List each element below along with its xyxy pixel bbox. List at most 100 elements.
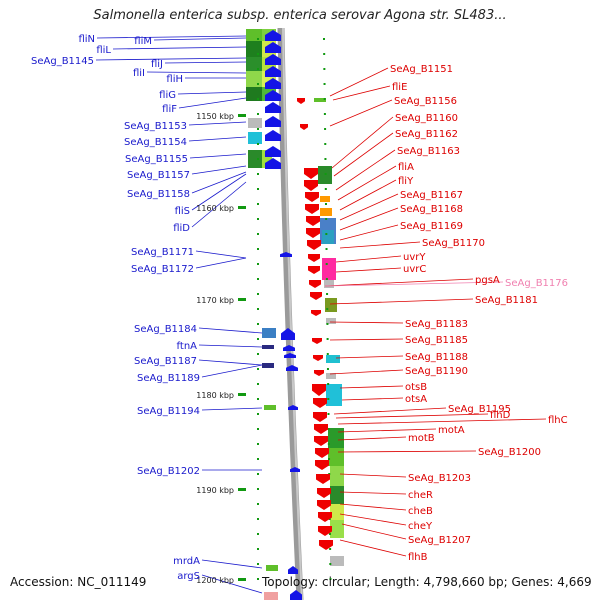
- track-dot: [326, 293, 329, 295]
- scale-tick: [238, 578, 246, 581]
- gene-arrow-plus: [265, 90, 281, 101]
- gene-label-minus: flhD: [490, 410, 511, 421]
- track-dot: [257, 38, 259, 40]
- track-dot: [257, 278, 259, 280]
- track-dot: [257, 488, 259, 490]
- leader-line: [335, 355, 404, 359]
- genome-summary: Topology: circular; Length: 4,798,660 bp…: [262, 575, 592, 589]
- leader-line: [329, 321, 404, 324]
- gene-label-minus: SeAg_B1203: [408, 473, 471, 484]
- gene-block: [322, 230, 334, 244]
- track-dot: [323, 68, 326, 70]
- gene-label-minus: flhC: [548, 415, 568, 426]
- leader-line: [112, 46, 247, 50]
- gene-label-plus: fliH: [166, 74, 183, 85]
- gene-arrow-plus: [265, 54, 281, 65]
- gene-label-plus: SeAg_B1158: [127, 189, 190, 200]
- track-dot: [257, 53, 259, 55]
- gene-block: [246, 29, 262, 41]
- leader-line: [339, 207, 399, 231]
- gene-label-plus: SeAg_B1194: [137, 406, 200, 417]
- track-dot: [257, 188, 259, 190]
- leader-line: [335, 149, 396, 191]
- gene-label-plus: fliI: [133, 68, 145, 79]
- gene-block: [248, 150, 262, 168]
- scale-label: 1150 kbp: [196, 112, 234, 121]
- leader-line: [195, 257, 247, 269]
- leader-line: [191, 165, 247, 175]
- leader-line: [201, 364, 263, 378]
- gene-block: [326, 384, 342, 406]
- gene-label-minus: SeAg_B1188: [405, 352, 468, 363]
- gene-label-plus: mrdA: [173, 556, 200, 567]
- gene-label-minus: fliA: [398, 162, 414, 173]
- gene-block: [248, 118, 262, 128]
- scale-label: 1180 kbp: [196, 391, 234, 400]
- gene-arrow-plus: [265, 30, 281, 41]
- gene-block: [264, 405, 276, 410]
- gene-arrow-minus: [305, 204, 319, 214]
- gene-block: [326, 318, 336, 324]
- gene-label-minus: SeAg_B1156: [394, 96, 457, 107]
- track-dot: [257, 398, 259, 400]
- scale-label: 1200 kbp: [196, 576, 234, 585]
- track-dot: [325, 263, 328, 265]
- gene-block: [264, 592, 278, 600]
- gene-label-minus: fliY: [398, 176, 414, 187]
- track-dot: [257, 143, 259, 145]
- gene-label-plus: fliM: [134, 36, 152, 47]
- track-dot: [327, 398, 330, 400]
- track-dot: [326, 353, 329, 355]
- scale-label: 1160 kbp: [196, 204, 234, 213]
- leader-line: [341, 523, 407, 540]
- gene-label-plus: argS: [177, 571, 200, 582]
- track-dot: [323, 38, 325, 40]
- track-dot: [257, 113, 259, 115]
- gene-arrow-plus: [284, 353, 296, 358]
- gene-arrow-minus: [319, 540, 333, 550]
- gene-arrow-minus: [304, 168, 318, 179]
- gene-label-plus: fliL: [96, 45, 111, 56]
- leader-line: [201, 574, 263, 594]
- leader-line: [198, 359, 263, 366]
- gene-label-plus: SeAg_B1171: [131, 247, 194, 258]
- scale-tick: [238, 298, 246, 301]
- track-dot: [327, 413, 330, 415]
- gene-label-plus: fliS: [175, 206, 190, 217]
- leader-line: [339, 503, 407, 511]
- gene-label-minus: motA: [438, 425, 465, 436]
- gene-label-minus: SeAg_B1207: [408, 535, 471, 546]
- leader-line: [189, 153, 247, 159]
- gene-label-minus: motB: [408, 433, 435, 444]
- leader-line: [201, 407, 263, 411]
- track-dot: [323, 83, 326, 85]
- leader-line: [332, 85, 391, 101]
- gene-label-minus: SeAg_B1183: [405, 319, 468, 330]
- leader-line: [341, 397, 404, 401]
- gene-block: [326, 373, 336, 379]
- gene-block: [324, 280, 334, 288]
- gene-arrow-minus: [309, 280, 321, 288]
- gene-label-plus: fliJ: [151, 59, 163, 70]
- track-dot: [257, 458, 259, 460]
- gene-arrow-minus: [307, 240, 321, 250]
- gene-label-minus: cheR: [408, 490, 433, 501]
- track-dot: [329, 563, 332, 565]
- gene-block: [328, 448, 344, 466]
- leader-line: [95, 57, 247, 61]
- gene-block: [330, 486, 344, 504]
- leader-line: [339, 513, 407, 526]
- gene-label-minus: fliE: [392, 82, 407, 93]
- track-dot: [257, 383, 259, 385]
- leader-line: [339, 224, 399, 241]
- gene-label-minus: otsA: [405, 394, 427, 405]
- gene-arrow-minus: [306, 228, 320, 238]
- leader-line: [96, 35, 247, 39]
- gene-block: [262, 363, 274, 368]
- track-dot: [257, 263, 259, 265]
- track-dot: [257, 413, 259, 415]
- leader-line: [337, 436, 407, 441]
- gene-label-minus: SeAg_B1162: [395, 129, 458, 140]
- track-dot: [325, 218, 328, 220]
- gene-label-minus: uvrC: [403, 264, 426, 275]
